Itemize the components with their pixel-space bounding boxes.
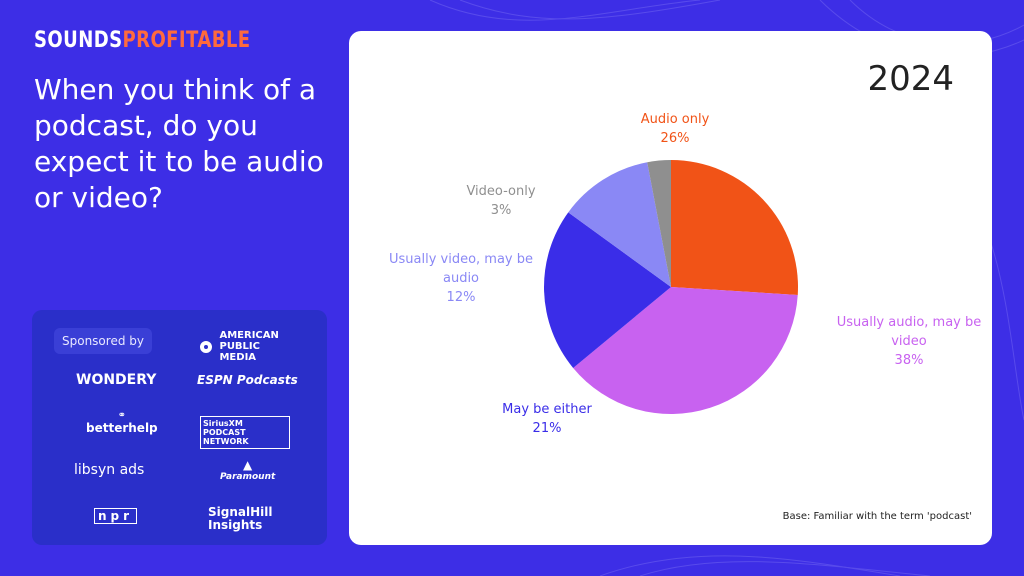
logo-betterhelp: ⚭ betterhelp [86,410,158,435]
logo-libsyn-ads: libsyn ads [74,462,145,478]
paramount-mountain-icon: ▲ [243,458,253,472]
logo-signalhill-insights: SignalHill Insights [208,505,273,532]
chart-card: 2024 Audio only 26% Usually audio, may be v… [349,31,992,545]
question-heading: When you think of a podcast, do you expe… [34,73,324,214]
brand-part-1: SOUNDS [34,28,123,53]
pie-slice-video-only [647,160,671,287]
pie-label-audio-only: Audio only 26% [641,112,710,146]
betterhelp-icon: ⚭ [117,410,127,421]
chart-title: 2024 [867,59,954,99]
pie-label-usually-video-may-be-audio: Usually video, may be audio 12% [389,252,533,305]
pie-label-usually-audio-may-be-video: Usually audio, may be video 38% [837,315,982,368]
pie-slice-audio-only [671,160,798,295]
logo-paramount: ▲ Paramount [220,458,276,482]
pie-label-video-only: Video-only 3% [466,184,535,218]
apm-icon [200,340,212,353]
brand-part-2: PROFITABLE [122,28,251,53]
logo-wondery: WONDERY [76,372,157,388]
brand-logo: SOUNDSPROFITABLE [34,28,251,53]
sponsor-panel: Sponsored by AMERICAN PUBLIC MEDIA WONDE… [32,310,327,545]
pie-slice-may-be-either [544,212,671,368]
pie-chart: Audio only 26% Usually audio, may be video 3… [389,112,982,436]
pie-slice-usually-video-may-be-audio [568,162,671,287]
pie-slice-usually-audio-may-be-video [573,287,798,414]
logo-siriusxm-podcast-network: SiriusXM PODCAST NETWORK [200,416,290,449]
pie-label-may-be-either: May be either 21% [502,402,592,436]
logo-espn-podcasts: ESPN Podcasts [197,373,298,387]
logo-npr: npr [94,508,138,524]
chart-footnote: Base: Familiar with the term 'podcast' [782,511,972,522]
sponsored-by-badge: Sponsored by [54,328,152,354]
logo-american-public-media: AMERICAN PUBLIC MEDIA [200,330,299,363]
